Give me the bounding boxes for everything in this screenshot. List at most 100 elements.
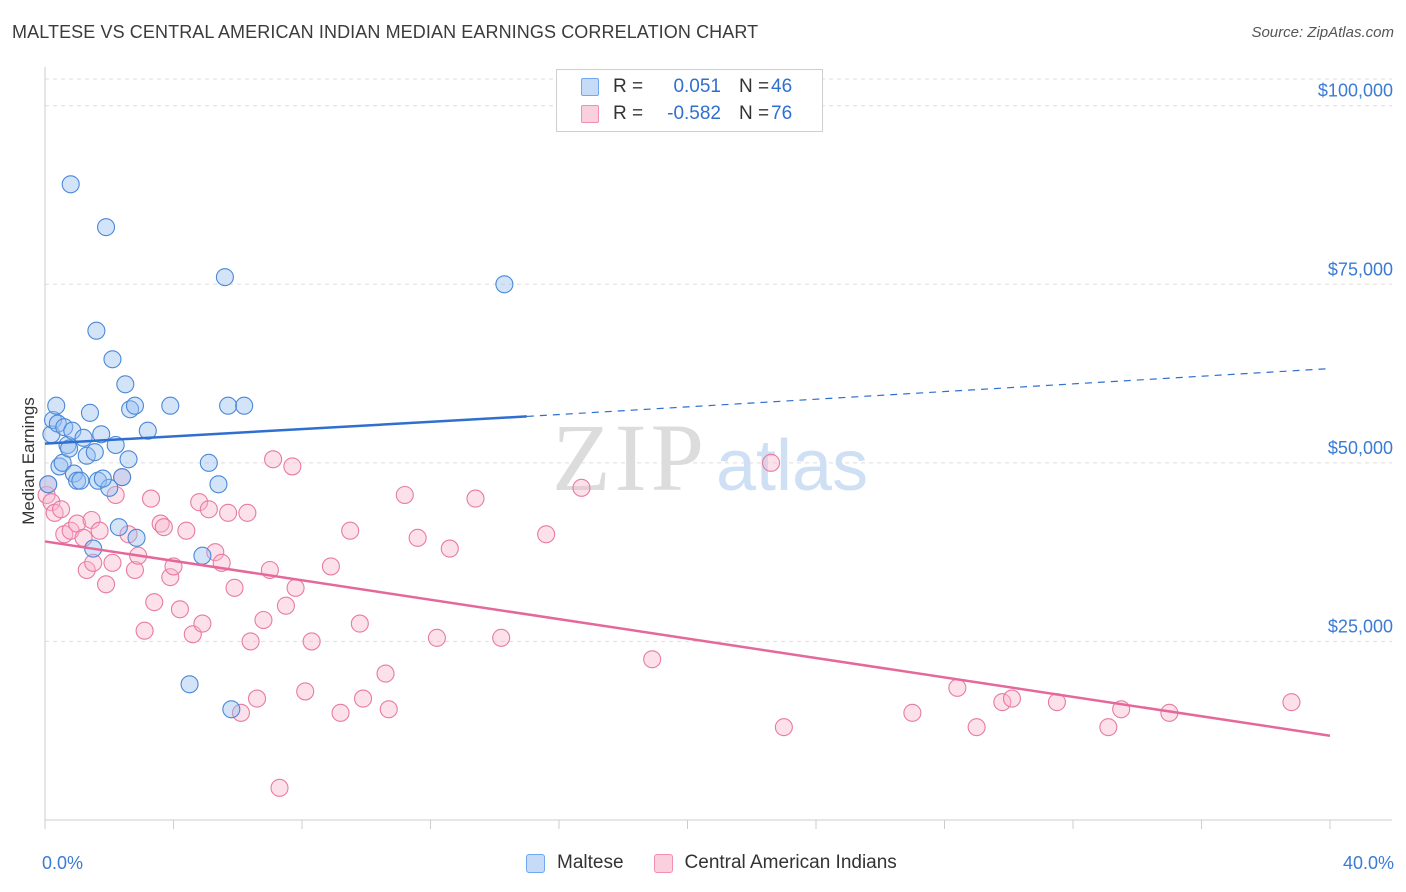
data-point-central-american-indians bbox=[466, 489, 485, 508]
data-point-central-american-indians bbox=[643, 650, 662, 669]
data-point-maltese bbox=[138, 421, 157, 440]
data-point-central-american-indians bbox=[161, 568, 180, 587]
data-point-maltese bbox=[71, 471, 90, 490]
data-point-central-american-indians bbox=[408, 528, 427, 547]
data-point-central-american-indians bbox=[219, 503, 238, 522]
legend-r-label: R = bbox=[613, 76, 644, 97]
x-tick-label-max: 40.0% bbox=[1343, 853, 1394, 873]
data-point-maltese bbox=[63, 421, 82, 440]
y-tick-label: $50,000 bbox=[1328, 438, 1393, 458]
data-point-maltese bbox=[121, 400, 140, 419]
data-point-central-american-indians bbox=[96, 575, 116, 594]
data-point-maltese bbox=[119, 450, 138, 469]
data-point-maltese bbox=[39, 475, 58, 494]
data-point-maltese bbox=[109, 518, 128, 537]
data-point-central-american-indians bbox=[967, 718, 986, 737]
data-point-central-american-indians bbox=[77, 560, 96, 580]
data-point-central-american-indians bbox=[125, 560, 144, 580]
data-point-central-american-indians bbox=[90, 521, 109, 540]
data-point-maltese bbox=[215, 268, 234, 287]
data-point-maltese bbox=[116, 375, 135, 394]
legend-n-label: N = bbox=[739, 76, 770, 97]
data-point-maltese bbox=[103, 350, 122, 369]
gridlines bbox=[45, 78, 1392, 642]
data-point-maltese bbox=[43, 410, 63, 430]
data-point-central-american-indians bbox=[42, 493, 61, 512]
data-point-central-american-indians bbox=[52, 500, 71, 519]
data-point-central-american-indians bbox=[440, 539, 459, 558]
watermark-zip: ZIP bbox=[552, 404, 708, 511]
y-tick-label: $75,000 bbox=[1328, 259, 1393, 279]
legend-r-label: R = bbox=[613, 103, 644, 124]
data-point-central-american-indians bbox=[379, 700, 398, 719]
legend-swatch-central-american-indians bbox=[581, 105, 599, 123]
legend-label-central-american-indians: Central American Indians bbox=[684, 852, 897, 873]
data-point-maltese bbox=[193, 546, 212, 565]
data-point-central-american-indians bbox=[103, 553, 122, 572]
legend-item-maltese[interactable]: Maltese bbox=[526, 852, 624, 874]
data-point-maltese bbox=[495, 275, 514, 294]
legend-row-maltese: R = 0.051 N = 46 bbox=[581, 75, 792, 99]
data-point-maltese bbox=[87, 321, 106, 340]
legend-row-central-american-indians: R = -0.582 N = 76 bbox=[581, 102, 792, 126]
series-maltese bbox=[39, 175, 514, 719]
data-point-central-american-indians bbox=[427, 628, 446, 647]
legend-r-value: 0.051 bbox=[673, 76, 721, 97]
data-point-central-american-indians bbox=[231, 703, 251, 722]
trend-line-central-american-indians bbox=[44, 540, 1331, 737]
data-point-central-american-indians bbox=[353, 689, 373, 708]
data-point-maltese bbox=[235, 396, 254, 415]
data-point-maltese bbox=[100, 478, 119, 497]
data-point-central-american-indians bbox=[270, 778, 289, 797]
data-point-central-american-indians bbox=[238, 503, 257, 522]
trend-line-maltese-projection bbox=[526, 367, 1331, 418]
data-point-central-american-indians bbox=[193, 614, 212, 633]
data-point-maltese bbox=[93, 469, 112, 488]
data-point-maltese bbox=[96, 218, 116, 237]
legend-n-value: 76 bbox=[771, 103, 793, 124]
data-point-central-american-indians bbox=[537, 525, 556, 544]
data-point-central-american-indians bbox=[106, 485, 125, 505]
data-point-central-american-indians bbox=[296, 682, 315, 701]
data-point-central-american-indians bbox=[331, 703, 350, 722]
data-point-maltese bbox=[219, 396, 238, 415]
data-point-central-american-indians bbox=[376, 664, 395, 683]
y-axis-label: Median Earnings bbox=[19, 397, 38, 525]
data-point-central-american-indians bbox=[276, 596, 295, 615]
legend-swatch-maltese bbox=[526, 853, 545, 873]
data-point-central-american-indians bbox=[170, 600, 189, 619]
legend-n-value: 46 bbox=[771, 76, 793, 97]
data-point-maltese bbox=[161, 396, 180, 415]
data-point-central-american-indians bbox=[350, 614, 369, 633]
legend-item-central-american-indians[interactable]: Central American Indians bbox=[653, 852, 897, 874]
data-point-maltese bbox=[113, 468, 132, 487]
data-point-maltese bbox=[92, 425, 111, 444]
data-point-central-american-indians bbox=[225, 578, 244, 597]
data-point-central-american-indians bbox=[199, 500, 218, 519]
data-point-maltese bbox=[47, 396, 66, 415]
data-point-central-american-indians bbox=[572, 478, 591, 497]
watermark-atlas: atlas bbox=[716, 426, 868, 506]
data-point-central-american-indians bbox=[177, 521, 196, 540]
data-point-central-american-indians bbox=[264, 450, 283, 469]
legend-n-label: N = bbox=[739, 103, 770, 124]
data-point-central-american-indians bbox=[774, 718, 793, 737]
data-point-central-american-indians bbox=[395, 485, 414, 505]
data-point-maltese bbox=[199, 453, 218, 472]
y-tick-label: $25,000 bbox=[1328, 616, 1393, 636]
data-point-central-american-indians bbox=[145, 593, 164, 612]
data-point-maltese bbox=[50, 457, 69, 476]
data-point-central-american-indians bbox=[492, 628, 511, 647]
data-point-central-american-indians bbox=[247, 689, 267, 708]
data-point-central-american-indians bbox=[1099, 718, 1118, 737]
data-point-central-american-indians bbox=[761, 453, 781, 472]
data-point-central-american-indians bbox=[993, 693, 1012, 712]
data-point-central-american-indians bbox=[190, 493, 209, 512]
data-point-maltese bbox=[85, 443, 104, 462]
legend-swatch-maltese bbox=[581, 78, 599, 96]
axis-labels: $25,000 $50,000 $75,000 $100,000 0.0% 40.0% bbox=[42, 81, 1394, 873]
data-point-central-american-indians bbox=[84, 553, 103, 572]
data-point-maltese bbox=[209, 475, 228, 494]
data-point-central-american-indians bbox=[321, 557, 340, 576]
